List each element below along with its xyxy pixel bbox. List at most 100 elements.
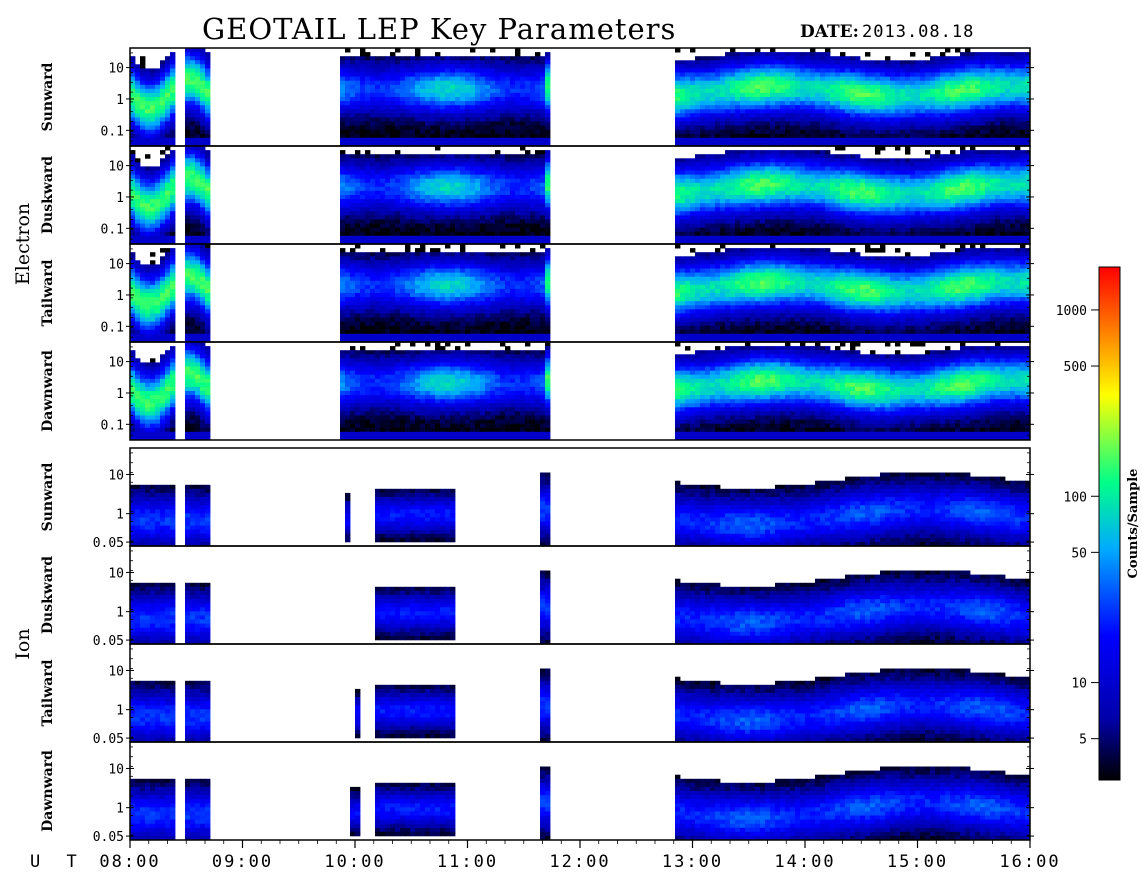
cell [740,129,746,135]
cell [370,133,376,139]
cell [765,174,771,180]
cell [530,239,536,245]
cell [780,56,786,61]
cell [380,219,386,224]
cell [790,88,796,94]
cell [885,84,891,90]
cell [960,84,966,90]
cell [140,101,146,106]
cell [515,121,521,126]
cell [505,109,511,114]
cell [440,125,446,131]
cell [515,109,521,114]
cell [955,88,961,94]
cell [795,133,801,139]
cell [425,80,431,86]
cell [715,178,721,184]
cell [1020,109,1026,114]
cell [385,97,391,102]
cell [525,158,531,163]
cell [980,113,986,118]
cell [480,215,486,220]
cell [455,170,461,175]
cell [760,239,766,245]
cell [160,150,166,155]
cell [345,219,351,224]
cell [185,101,191,106]
cell [775,162,781,167]
cell [750,101,756,106]
cell [500,109,506,114]
cell [485,158,491,163]
cell [990,97,996,102]
cell [545,211,551,216]
cell [775,174,781,180]
cell [165,97,171,102]
cell [200,195,206,200]
cell [140,137,146,143]
cell [745,174,751,180]
cell [475,105,481,110]
cell [690,239,696,245]
cell [200,76,206,82]
cell [390,211,396,216]
cell [795,56,801,61]
cell [465,219,471,224]
cell [170,88,176,94]
cell [505,117,511,122]
cell [365,60,371,65]
cell [800,105,806,110]
cell [510,125,516,131]
cell [725,84,731,90]
cell [365,125,371,131]
cell [135,88,141,94]
cell [845,97,851,102]
cell [385,92,391,98]
cell [515,68,521,73]
cell [415,129,421,135]
cell [150,239,156,245]
cell [760,166,766,171]
cell [735,174,741,180]
cell [825,56,831,61]
cell [505,154,511,159]
cell [705,113,711,118]
cell [455,211,461,216]
cell [510,105,516,110]
cell [840,105,846,110]
cell [765,52,771,57]
cell [900,109,906,114]
cell [745,170,751,175]
cell [530,219,536,224]
cell [975,68,981,73]
cell [450,190,456,196]
cell [385,178,391,184]
cell [185,178,191,184]
cell [975,64,981,69]
cell [150,92,156,98]
cell [690,170,696,175]
cell [420,97,426,102]
cell [815,64,821,69]
cell [795,105,801,110]
cell [745,154,751,159]
y-tick-label: 0.1 [101,124,124,139]
cell [785,113,791,118]
cell [160,203,166,208]
cell [420,170,426,175]
cell [800,101,806,106]
cell [490,141,496,147]
cell [960,72,966,77]
cell [535,215,541,220]
cell [765,133,771,139]
cell [365,174,371,180]
cell [1000,113,1006,118]
cell [820,133,826,139]
cell [755,52,761,57]
cell [695,190,701,196]
cell [750,56,756,61]
cell [410,186,416,192]
cell [730,84,736,90]
cell [420,207,426,212]
cell [780,141,786,147]
